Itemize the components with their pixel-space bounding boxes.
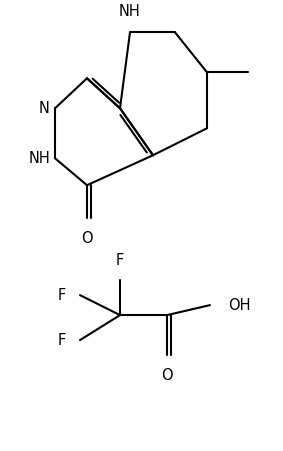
- Text: N: N: [39, 101, 50, 116]
- Text: F: F: [58, 332, 66, 348]
- Text: NH: NH: [119, 5, 141, 19]
- Text: F: F: [116, 253, 124, 268]
- Text: O: O: [81, 231, 93, 246]
- Text: NH: NH: [28, 151, 50, 166]
- Text: OH: OH: [228, 298, 250, 313]
- Text: F: F: [58, 288, 66, 303]
- Text: O: O: [161, 368, 173, 383]
